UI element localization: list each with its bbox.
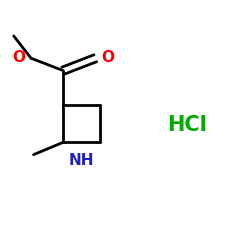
Text: O: O: [12, 50, 25, 64]
Text: NH: NH: [69, 153, 94, 168]
Text: HCl: HCl: [167, 115, 207, 135]
Text: O: O: [102, 50, 114, 64]
